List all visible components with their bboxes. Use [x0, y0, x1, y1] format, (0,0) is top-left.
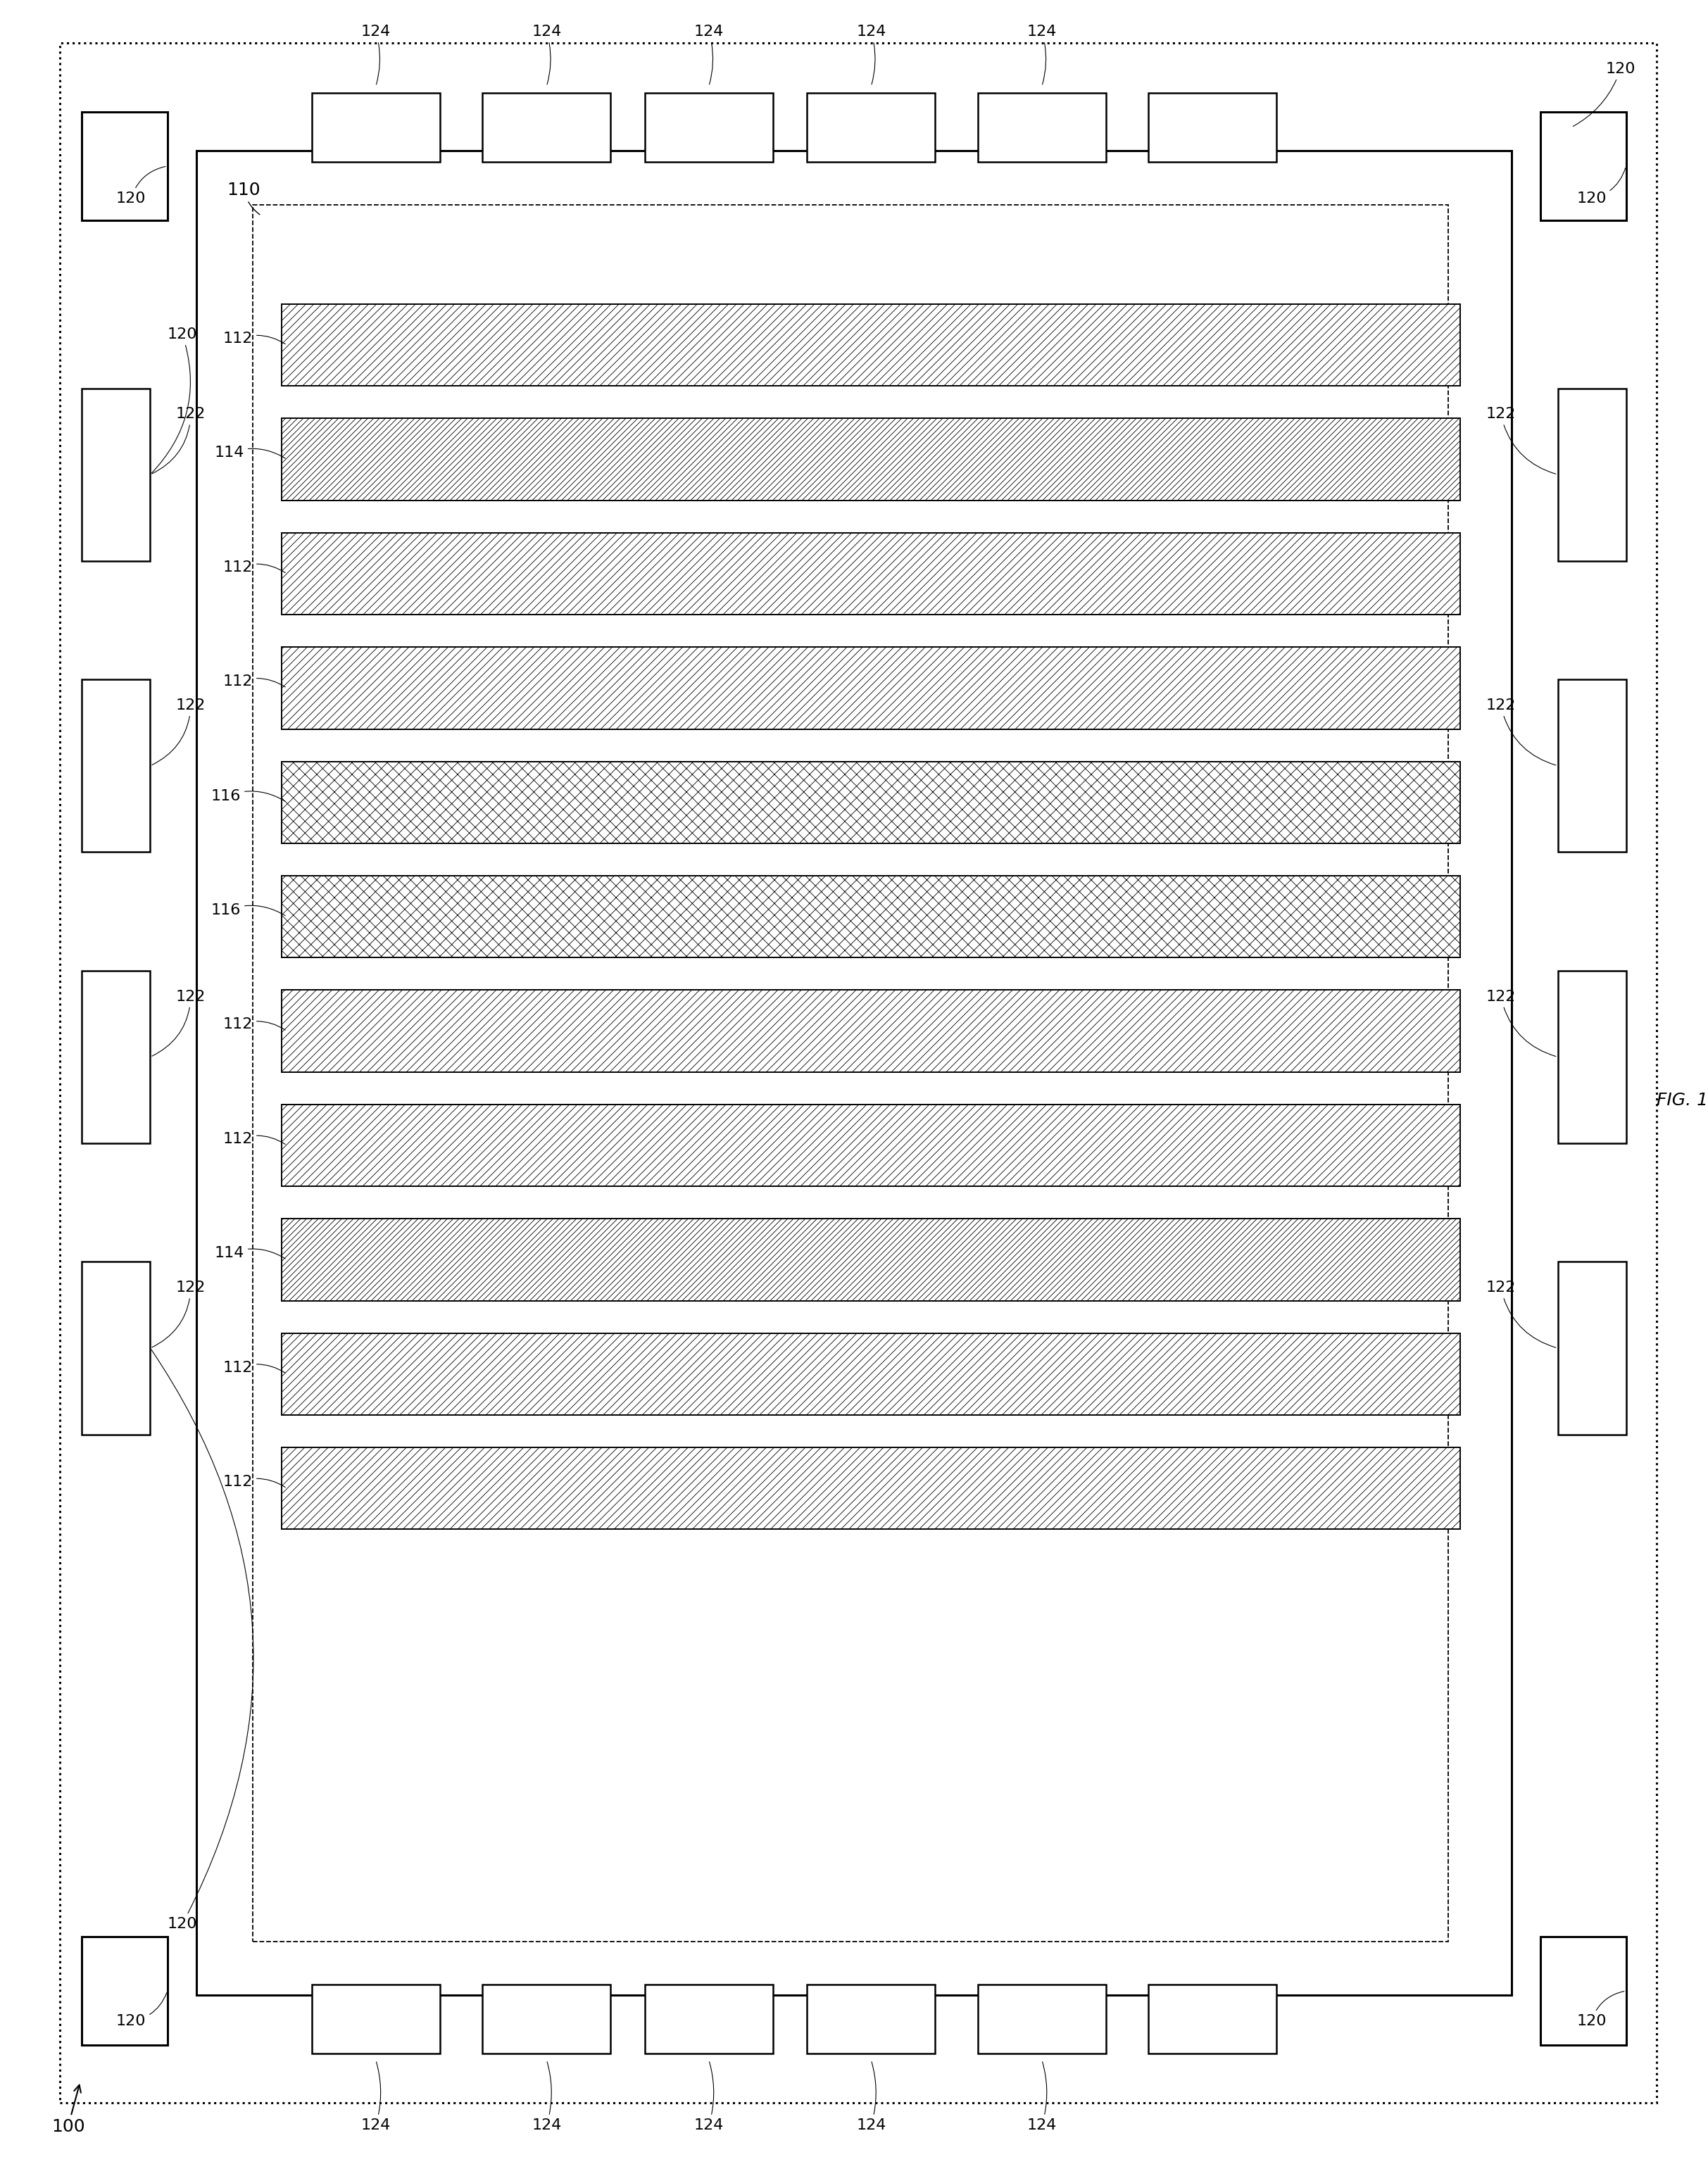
- Text: 122: 122: [1486, 408, 1556, 475]
- Bar: [282, 1219, 1460, 1301]
- Text: 122: 122: [152, 699, 205, 766]
- Text: 122: 122: [152, 990, 205, 1057]
- Text: 124: 124: [693, 2062, 724, 2133]
- Text: 112: 112: [224, 1361, 285, 1374]
- Bar: [1558, 679, 1626, 852]
- Bar: [82, 1937, 167, 2045]
- Bar: [196, 151, 1512, 1995]
- Bar: [646, 1984, 774, 2053]
- Text: 124: 124: [531, 2062, 562, 2133]
- Text: 120: 120: [1573, 63, 1636, 127]
- Bar: [1558, 388, 1626, 561]
- Text: 114: 114: [215, 1247, 285, 1260]
- Text: 120: 120: [152, 328, 198, 472]
- Text: 112: 112: [224, 1475, 285, 1488]
- Text: 122: 122: [152, 408, 205, 475]
- Bar: [808, 93, 936, 162]
- Bar: [82, 1262, 150, 1434]
- Bar: [82, 388, 150, 561]
- Text: 112: 112: [224, 332, 285, 345]
- Bar: [282, 876, 1460, 958]
- Text: 116: 116: [212, 904, 285, 917]
- Bar: [282, 418, 1460, 500]
- Text: 122: 122: [1486, 1281, 1556, 1348]
- Bar: [282, 1104, 1460, 1186]
- Bar: [282, 647, 1460, 729]
- Bar: [483, 1984, 611, 2053]
- Text: 120: 120: [152, 1350, 253, 1931]
- Text: 120: 120: [116, 1993, 167, 2028]
- Bar: [977, 1984, 1107, 2053]
- Text: 110: 110: [227, 181, 261, 214]
- Bar: [282, 533, 1460, 615]
- Text: 124: 124: [1027, 2062, 1057, 2133]
- Text: FIG. 1: FIG. 1: [1657, 1091, 1708, 1109]
- Text: 114: 114: [215, 446, 285, 459]
- Text: 112: 112: [224, 1018, 285, 1031]
- Bar: [1558, 1262, 1626, 1434]
- Bar: [808, 1984, 936, 2053]
- Text: 122: 122: [1486, 699, 1556, 766]
- Text: 124: 124: [531, 24, 562, 84]
- Text: 124: 124: [360, 2062, 391, 2133]
- Text: 122: 122: [1486, 990, 1556, 1057]
- Text: 124: 124: [1027, 24, 1057, 84]
- Text: 122: 122: [152, 1281, 205, 1348]
- Bar: [311, 93, 441, 162]
- Bar: [1541, 1937, 1626, 2045]
- Text: 112: 112: [224, 1132, 285, 1145]
- Text: 120: 120: [1576, 168, 1626, 205]
- Bar: [1558, 971, 1626, 1143]
- Bar: [82, 679, 150, 852]
- Bar: [282, 990, 1460, 1072]
- Text: 100: 100: [51, 2086, 85, 2135]
- Text: 116: 116: [212, 789, 285, 802]
- Bar: [282, 1447, 1460, 1529]
- Text: 112: 112: [224, 561, 285, 574]
- Bar: [311, 1984, 441, 2053]
- Text: 124: 124: [856, 24, 886, 84]
- Bar: [1148, 93, 1276, 162]
- Text: 112: 112: [224, 675, 285, 688]
- Bar: [1541, 112, 1626, 220]
- Bar: [646, 93, 774, 162]
- Text: 120: 120: [1576, 1991, 1624, 2028]
- Bar: [1148, 1984, 1276, 2053]
- Bar: [82, 112, 167, 220]
- Bar: [483, 93, 611, 162]
- Bar: [282, 1333, 1460, 1415]
- Bar: [82, 971, 150, 1143]
- Text: 120: 120: [116, 166, 166, 205]
- Text: 124: 124: [856, 2062, 886, 2133]
- Text: 124: 124: [693, 24, 724, 84]
- Bar: [282, 761, 1460, 843]
- Text: 124: 124: [360, 24, 391, 84]
- Bar: [282, 304, 1460, 386]
- Bar: [977, 93, 1107, 162]
- Bar: [253, 205, 1448, 1941]
